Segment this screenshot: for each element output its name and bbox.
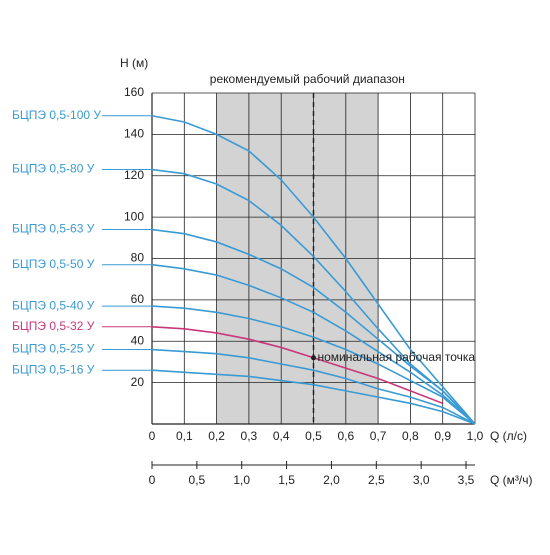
x-tick-label: 0,1 [176,429,193,443]
pump-curve [151,305,476,425]
legend-label: БЦПЭ 0,5-100 У [12,108,101,122]
y-tick-label: 120 [124,168,144,182]
pump-curve [151,114,476,425]
y-tick-label: 20 [131,375,145,389]
x-tick-label: 0,6 [337,429,354,443]
x2-tick-label: 2,0 [323,473,340,487]
pump-curve [151,369,476,425]
pump-curve [151,168,476,425]
legend-label: БЦПЭ 0,5-80 У [12,162,95,176]
x2-axis-label: Q (м³/ч) [490,473,533,487]
pump-curve [151,348,476,425]
legend-label: БЦПЭ 0,5-50 У [12,257,95,271]
y-tick-label: 140 [124,127,144,141]
x-axis-label: Q (л/с) [490,429,527,443]
range-label: рекомендуемый рабочий диапазон [210,72,405,86]
x-tick-label: 1,0 [467,429,484,443]
legend-label: БЦПЭ 0,5-40 У [12,298,95,312]
legend-label: БЦПЭ 0,5-25 У [12,342,95,356]
x2-tick-label: 0 [149,473,156,487]
x2-tick-label: 0,5 [189,473,206,487]
nominal-point [311,355,316,361]
y-tick-label: 160 [124,85,144,99]
x2-tick-label: 3,0 [413,473,430,487]
pump-curve [151,228,476,425]
y-tick-label: 40 [131,333,145,347]
x-tick-label: 0,2 [208,429,225,443]
x-tick-label: 0,7 [370,429,387,443]
x-tick-label: 0,8 [402,429,419,443]
x-tick-label: 0,9 [434,429,451,443]
legend-label: БЦПЭ 0,5-32 У [12,319,95,333]
x-tick-label: 0 [149,429,156,443]
pump-curve [151,325,443,405]
x-tick-label: 0,3 [241,429,258,443]
y-tick-label: 80 [131,251,145,265]
x2-tick-label: 2,5 [368,473,385,487]
x2-tick-label: 3,5 [458,473,475,487]
y-tick-label: 100 [124,209,144,223]
legend-label: БЦПЭ 0,5-16 У [12,362,95,376]
x-tick-label: 0,4 [273,429,290,443]
legend-label: БЦПЭ 0,5-63 У [12,222,95,236]
y-tick-label: 60 [131,292,145,306]
y-axis-label: H (м) [120,56,148,70]
x2-tick-label: 1,5 [278,473,295,487]
x-tick-label: 0,5 [305,429,322,443]
pump-curve [151,263,476,425]
x2-tick-label: 1,0 [233,473,250,487]
nominal-point-label: номинальная рабочая точка [318,350,476,364]
